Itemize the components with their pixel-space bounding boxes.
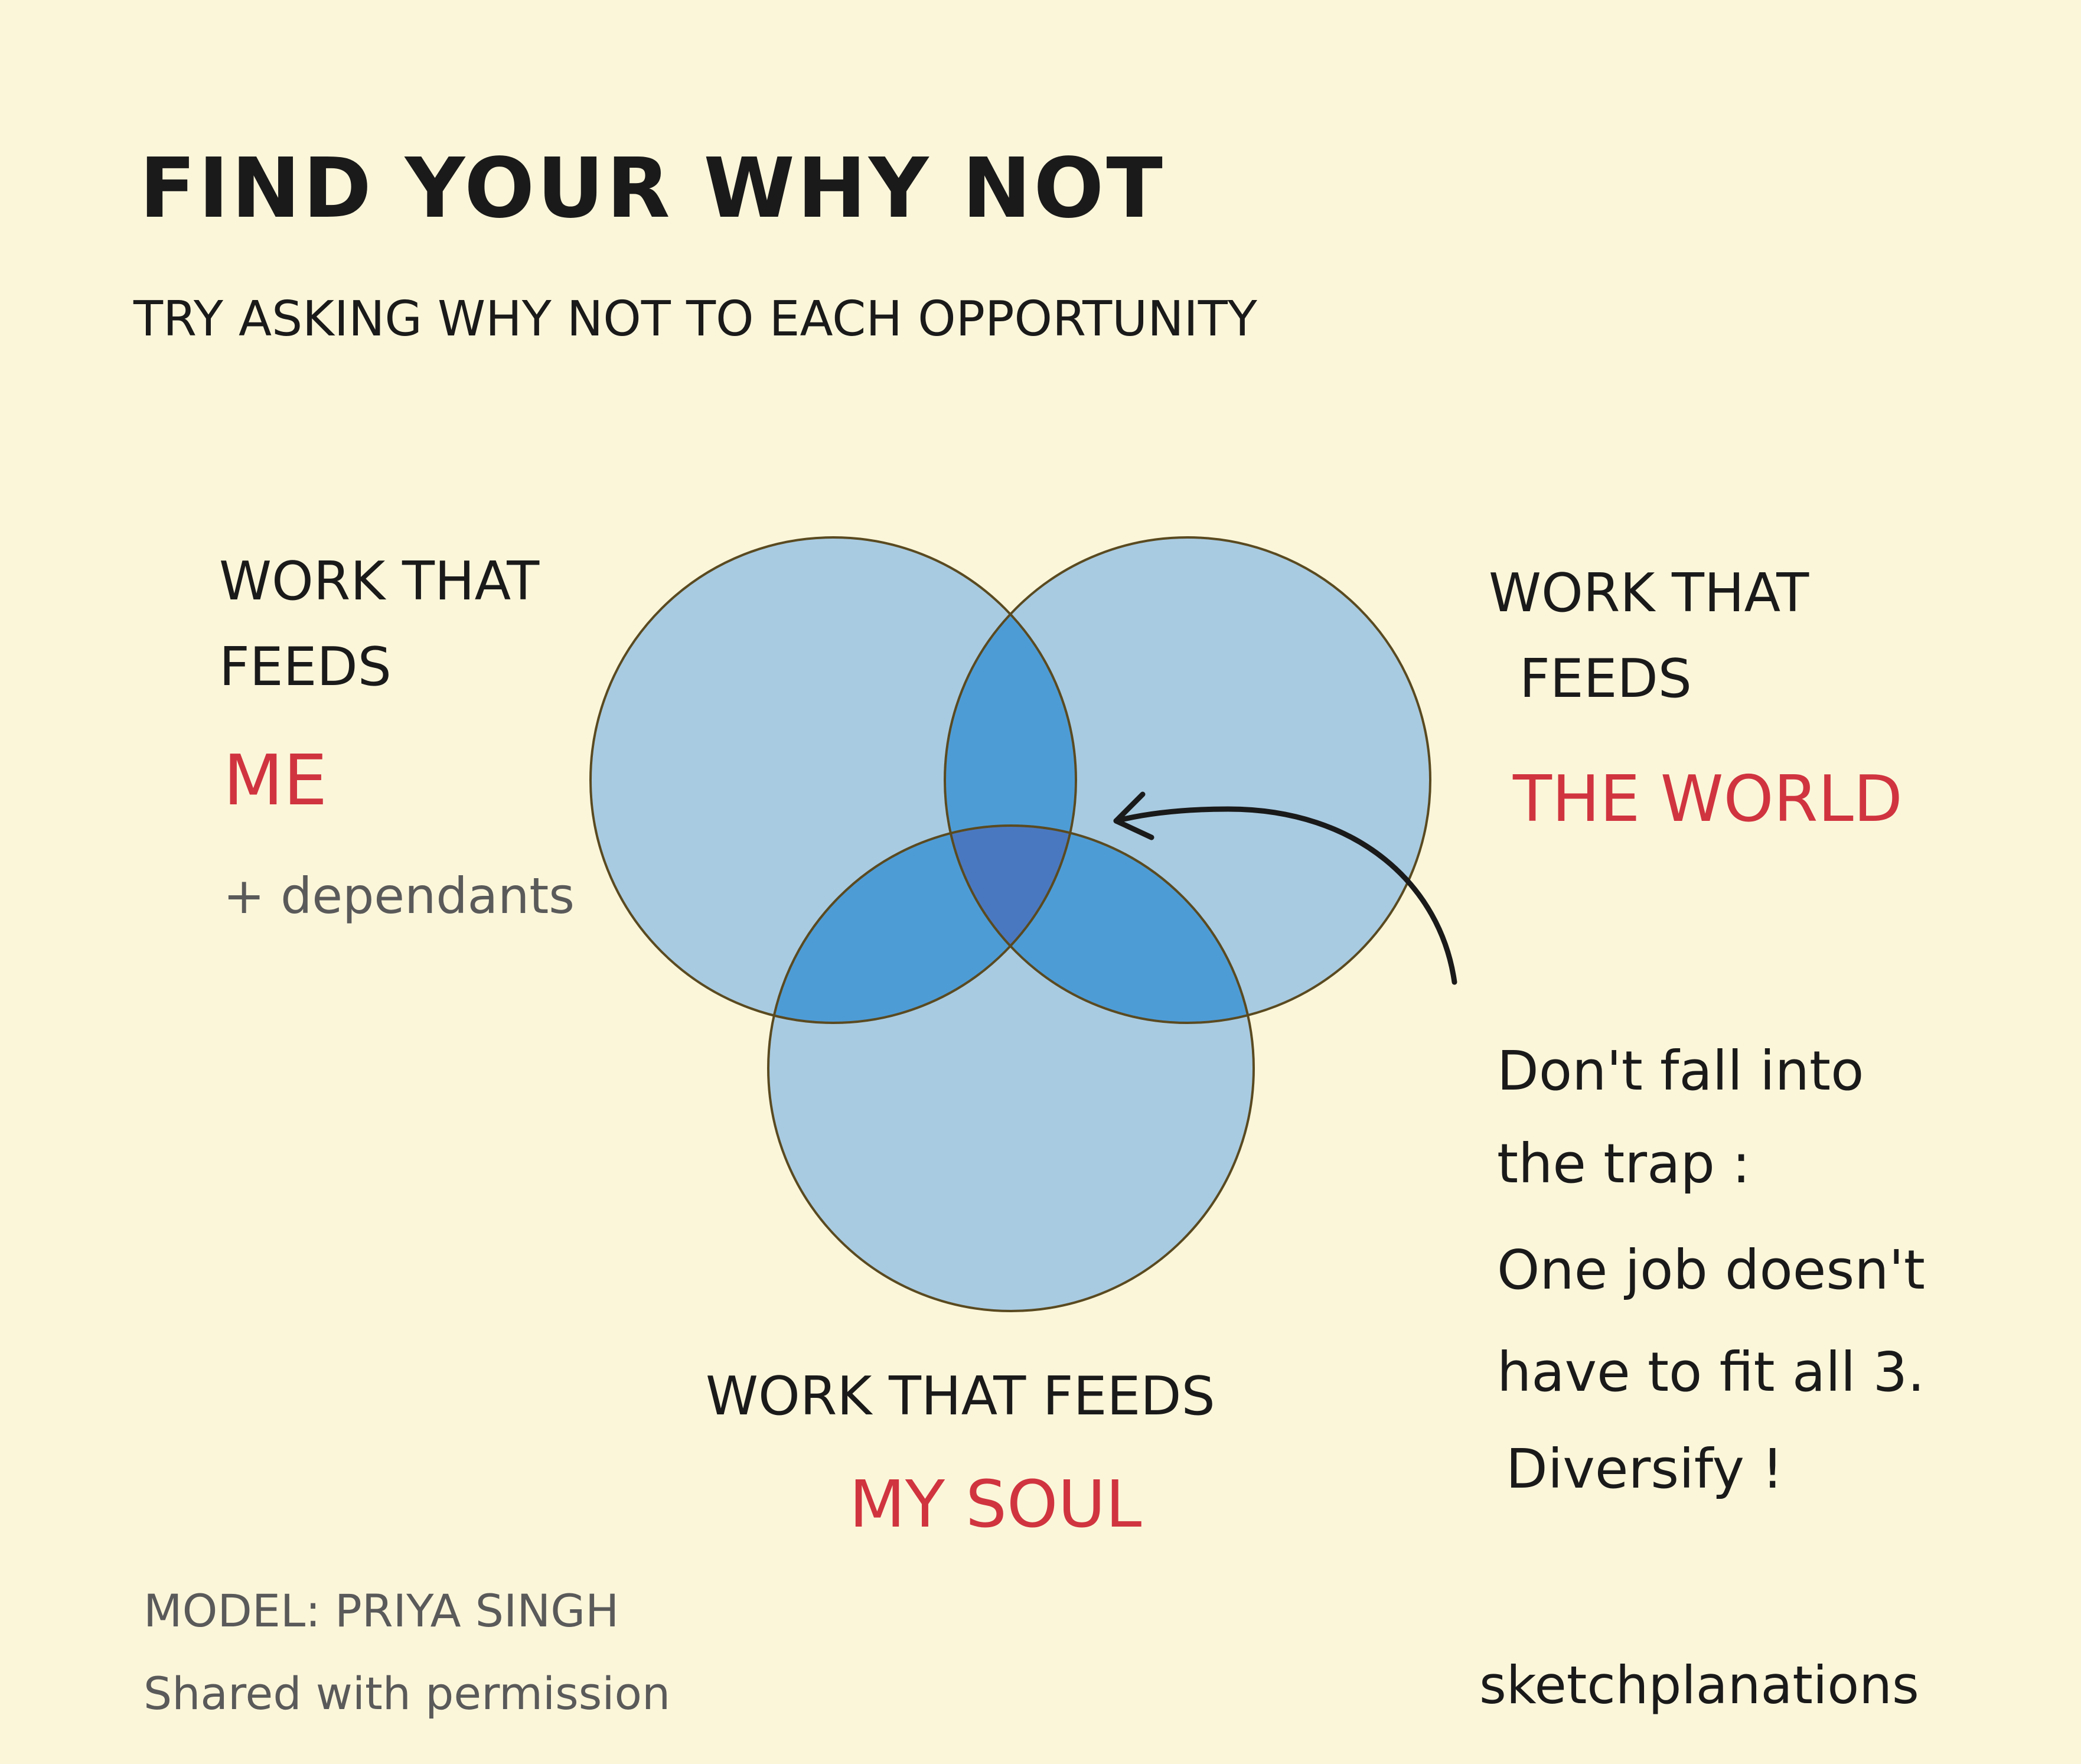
label-soul: MY SOUL — [849, 1466, 1142, 1542]
footer-shared: Shared with permission — [143, 1667, 671, 1720]
curved-arrow-icon — [1113, 791, 1457, 985]
label-me-line2: FEEDS — [219, 636, 392, 698]
overlap-world-soul — [945, 826, 1254, 1023]
subtitle: TRY ASKING WHY NOT TO EACH OPPORTUNITY — [133, 291, 1257, 347]
label-dependants: + dependants — [223, 867, 575, 925]
label-soul-line1: WORK THAT FEEDS — [706, 1365, 1215, 1427]
circle-world-outline — [944, 536, 1431, 1024]
circle-soul-outline — [767, 824, 1255, 1312]
label-world-line2: FEEDS — [1519, 648, 1692, 710]
label-me-line1: WORK THAT — [219, 550, 540, 612]
circle-me-outline — [589, 536, 1077, 1024]
overlap-me-soul — [768, 826, 1076, 1023]
page-title: FIND YOUR WHY NOT — [139, 141, 1165, 237]
note-line-5: Diversify ! — [1506, 1437, 1784, 1501]
brand-logo: sketchplanations — [1479, 1655, 1919, 1716]
label-world-line1: WORK THAT — [1489, 562, 1809, 624]
label-world: THE WORLD — [1513, 762, 1903, 836]
note-line-1: Don't fall into — [1497, 1039, 1864, 1103]
footer-model: MODEL: PRIYA SINGH — [143, 1584, 619, 1637]
note-line-3: One job doesn't — [1497, 1238, 1925, 1302]
label-me: ME — [223, 739, 328, 821]
note-line-4: have to fit all 3. — [1497, 1341, 1925, 1404]
note-line-2: the trap : — [1497, 1132, 1751, 1195]
